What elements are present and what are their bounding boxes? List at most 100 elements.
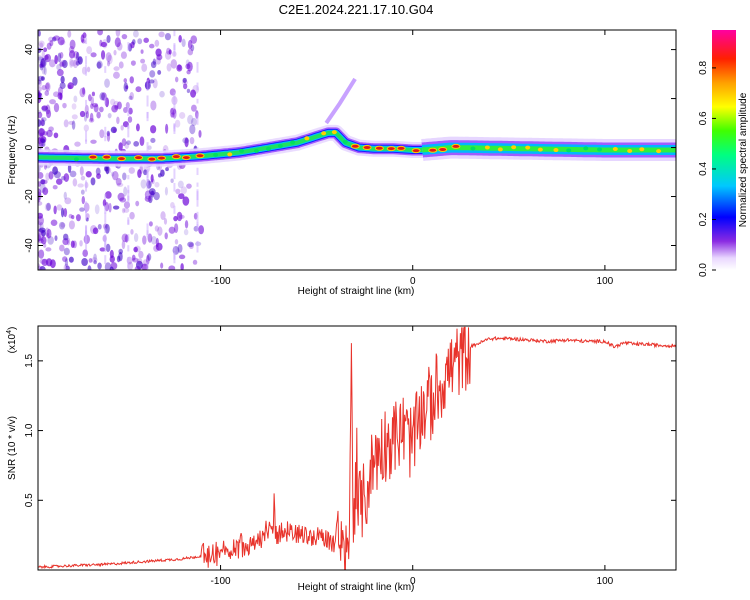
noise-blob [128,167,136,174]
noise-streak [127,245,130,252]
noise-blob [198,129,202,138]
ridge-hotspot [451,143,461,149]
colorbar-label: Normalized spectral amplitude [738,92,749,227]
ridge-hotspot [195,153,205,159]
noise-blob [122,172,127,181]
noise-blob [46,202,51,211]
noise-blob [90,52,97,58]
noise-blob [54,235,58,241]
noise-blob [94,204,100,215]
noise-blob [88,258,93,263]
noise-blob [148,195,153,204]
noise-blob [93,260,97,265]
noise-blob [150,125,157,134]
noise-blob [187,39,193,50]
noise-blob [115,178,122,186]
snr-xtick-label: -100 [211,576,231,587]
noise-blob [99,129,105,139]
ridge-hotspot [102,154,112,160]
noise-blob [133,141,140,147]
noise-streak [104,66,107,73]
noise-streak [85,99,88,106]
noise-blob [38,79,42,88]
noise-blob [63,247,70,256]
noise-blob [180,263,184,270]
colorbar-gradient [712,30,736,270]
noise-blob [54,54,58,65]
noise-blob [79,240,83,247]
noise-blob [69,58,74,68]
snr-xtick-label: 0 [410,576,416,587]
noise-blob [153,244,160,252]
ridge-hotspot [117,156,127,162]
noise-blob [67,163,72,174]
noise-blob [191,104,197,112]
noise-blob [147,233,153,243]
noise-blob [121,233,129,243]
ridge-hotspot [553,148,559,153]
noise-blob [169,107,175,118]
snr-series-line [38,326,676,570]
noise-streak [127,219,130,226]
noise-blob [38,215,44,226]
noise-blob [38,75,44,82]
noise-blob [63,173,70,182]
noise-blob [41,105,49,111]
noise-blob [139,136,145,147]
noise-blob [72,76,78,86]
noise-blob [41,106,49,113]
noise-blob [184,220,189,229]
spectrogram-ytick-label: 40 [24,44,35,56]
spectrogram-xtick-label: 100 [597,276,614,287]
noise-blob [63,191,67,200]
noise-blob [77,56,83,65]
noise-blob [174,239,179,245]
noise-blob [68,213,73,219]
noise-blob [96,60,103,69]
noise-streak [85,201,88,214]
snr-ytick-label: 1.0 [24,423,35,437]
noise-blob [168,265,176,270]
noise-streak [173,30,176,37]
ridge-hotspot [147,156,157,162]
noise-blob [71,103,77,110]
noise-streak [85,239,88,251]
noise-blob [153,192,160,201]
noise-blob [38,79,42,85]
noise-streak [85,139,88,144]
noise-blob [93,104,99,113]
ridge-hotspot [656,149,662,154]
noise-blob [59,61,65,67]
ridge-hotspot [304,136,310,141]
noise-blob [104,191,112,199]
noise-blob [82,249,88,257]
noise-blob [38,76,41,85]
noise-blob [46,129,53,138]
noise-blob [173,215,178,222]
noise-blob [114,105,119,110]
ridge-hotspot [171,154,181,160]
noise-blob [141,263,149,270]
noise-blob [91,91,96,97]
ridge-hotspot [386,146,396,152]
noise-blob [38,233,44,242]
noise-blob [166,47,171,55]
noise-blob [159,90,165,98]
noise-streak [196,82,199,91]
noise-blob [106,130,110,137]
noise-blob [116,255,121,263]
noise-streak [104,194,107,200]
noise-blob [133,30,139,38]
noise-blob [38,234,41,242]
noise-blob [174,223,179,234]
noise-blob [91,257,98,263]
noise-blob [96,173,102,179]
noise-blob [39,183,46,193]
noise-blob [134,265,141,270]
noise-streak [173,246,176,252]
noise-blob [99,39,103,47]
noise-blob [45,81,51,92]
noise-streak [127,42,130,51]
ridge-hotspot [350,143,360,149]
noise-blob [149,43,155,49]
